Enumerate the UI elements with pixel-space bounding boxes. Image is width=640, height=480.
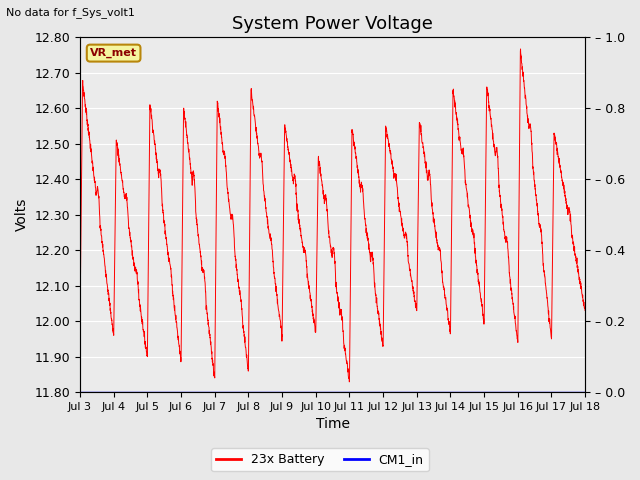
Title: System Power Voltage: System Power Voltage [232,15,433,33]
Text: No data for f_Sys_volt1: No data for f_Sys_volt1 [6,7,135,18]
X-axis label: Time: Time [316,418,349,432]
Y-axis label: Volts: Volts [15,198,29,231]
Text: VR_met: VR_met [90,48,137,58]
Legend: 23x Battery, CM1_in: 23x Battery, CM1_in [211,448,429,471]
